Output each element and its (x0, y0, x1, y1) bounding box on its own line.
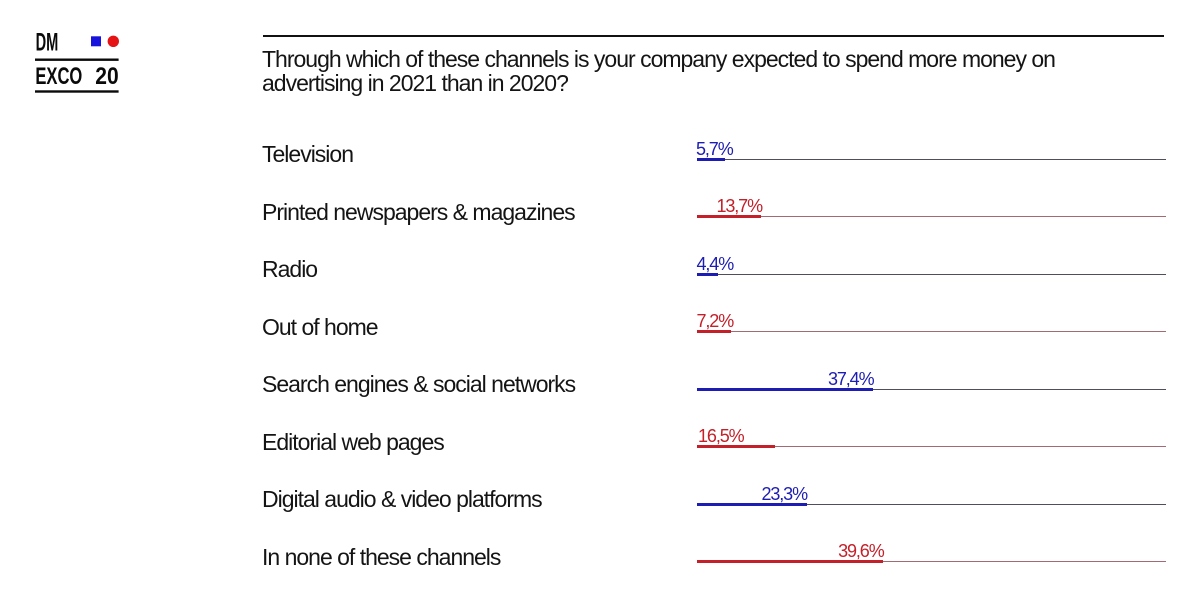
svg-text:20: 20 (95, 64, 118, 90)
svg-text:EXCO: EXCO (35, 64, 82, 90)
svg-text:DM: DM (36, 30, 59, 57)
